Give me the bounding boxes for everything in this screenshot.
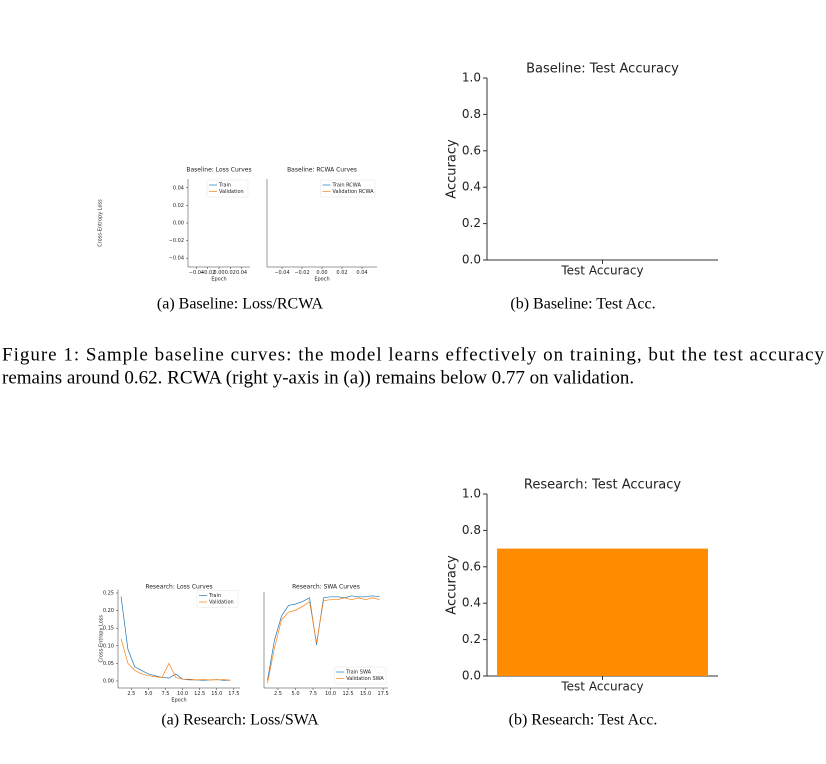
x-tick-label: 0.00 — [316, 270, 327, 276]
y-tick-label: −0.02 — [169, 238, 184, 244]
y-tick-label: 0.4 — [462, 180, 481, 194]
chart-title: Research: SWA Curves — [292, 584, 360, 591]
y-tick-label: 0.20 — [103, 608, 114, 614]
x-axis-label: Epoch — [171, 698, 186, 704]
y-tick-label: 0.2 — [462, 632, 481, 646]
chart-title: Research: Test Accuracy — [524, 478, 682, 493]
x-tick-label: −0.02 — [200, 270, 215, 276]
legend-box — [196, 590, 239, 608]
x-tick-label: −0.04 — [189, 270, 204, 276]
y-tick-label: 0.00 — [173, 221, 184, 227]
figure-caption: Figure 1: Sample baseline curves: the mo… — [2, 344, 825, 365]
x-axis-label: Epoch — [314, 277, 329, 283]
x-axis-label: Epoch — [211, 277, 226, 283]
legend-box — [206, 179, 249, 198]
y-tick-label: 0.8 — [462, 107, 481, 121]
y-tick-label: 0.8 — [462, 523, 481, 537]
x-tick-label: 15.0 — [211, 691, 222, 697]
x-tick-label: 0.00 — [213, 270, 224, 276]
y-tick-label: 0.6 — [462, 143, 481, 157]
y-tick-label: 0.04 — [173, 185, 184, 191]
x-tick-label: 15.0 — [360, 691, 371, 697]
y-axis-label: Cross-Entropy Loss — [99, 615, 105, 663]
legend-label: Train RCWA — [332, 183, 362, 189]
legend-label: Train SWA — [345, 670, 371, 676]
x-tick-label: 12.5 — [194, 691, 205, 697]
figure-caption: remains around 0.62. RCWA (right y-axis … — [2, 367, 634, 388]
y-tick-label: 0.05 — [103, 661, 114, 667]
series-line — [120, 638, 231, 681]
x-tick-label: 7.5 — [162, 691, 170, 697]
legend-label: Train — [208, 593, 221, 599]
y-tick-label: 0.0 — [462, 669, 481, 683]
x-tick-label: 17.5 — [378, 691, 389, 697]
legend-box — [320, 179, 376, 198]
legend-label: Train — [218, 183, 231, 189]
x-tick-label: 12.5 — [342, 691, 353, 697]
series-line — [267, 595, 380, 681]
x-tick-label: −0.02 — [294, 270, 309, 276]
y-tick-label: 0.4 — [462, 596, 481, 610]
y-axis-label: Cross-Entropy Loss — [98, 199, 104, 247]
y-tick-label: 0.25 — [103, 591, 114, 597]
y-tick-label: −0.04 — [169, 256, 184, 262]
x-tick-label: 0.02 — [225, 270, 236, 276]
x-tick-label: 17.5 — [228, 691, 239, 697]
legend-label: Validation — [209, 600, 234, 606]
legend-box — [334, 666, 387, 685]
subfigure-caption: (b) Baseline: Test Acc. — [510, 296, 655, 313]
x-tick-label: 0.04 — [356, 270, 367, 276]
subfigure-caption: (b) Research: Test Acc. — [509, 712, 658, 729]
legend-label: Validation RCWA — [333, 189, 375, 195]
x-tick-label: −0.04 — [274, 270, 289, 276]
y-tick-label: 0.0 — [462, 253, 481, 267]
legend-label: Validation SWA — [346, 676, 384, 682]
y-tick-label: 0.02 — [173, 203, 184, 209]
y-tick-label: 1.0 — [462, 71, 481, 85]
series-line — [267, 597, 380, 684]
chart-title: Baseline: Test Accuracy — [526, 62, 679, 77]
x-tick-label: 10.0 — [325, 691, 336, 697]
x-tick-label: 0.04 — [236, 270, 247, 276]
bar — [497, 548, 708, 676]
x-tick-label: 5.0 — [292, 691, 300, 697]
x-tick-label: 5.0 — [144, 691, 152, 697]
chart-title: Baseline: Loss Curves — [186, 167, 251, 174]
y-tick-label: 0.15 — [103, 626, 114, 632]
subfigure-caption: (a) Research: Loss/SWA — [161, 712, 319, 729]
legend-label: Validation — [219, 189, 244, 195]
y-tick-label: 0.10 — [103, 643, 114, 649]
y-tick-label: 0.6 — [462, 559, 481, 573]
x-tick-label: Test Accuracy — [560, 264, 643, 278]
x-tick-label: 0.02 — [336, 270, 347, 276]
y-tick-label: 0.00 — [103, 678, 114, 684]
chart-title: Baseline: RCWA Curves — [287, 167, 357, 174]
x-tick-label: 7.5 — [309, 691, 317, 697]
y-axis-label: Accuracy — [445, 555, 460, 615]
x-tick-label: 10.0 — [177, 691, 188, 697]
subfigure-caption: (a) Baseline: Loss/RCWA — [157, 296, 324, 313]
x-tick-label: Test Accuracy — [560, 680, 643, 694]
y-axis-label: Accuracy — [445, 139, 460, 199]
series-line — [120, 596, 231, 681]
x-tick-label: 2.5 — [274, 691, 282, 697]
y-tick-label: 0.2 — [462, 216, 481, 230]
x-tick-label: 2.5 — [127, 691, 135, 697]
chart-title: Research: Loss Curves — [145, 584, 212, 591]
y-tick-label: 1.0 — [462, 487, 481, 501]
